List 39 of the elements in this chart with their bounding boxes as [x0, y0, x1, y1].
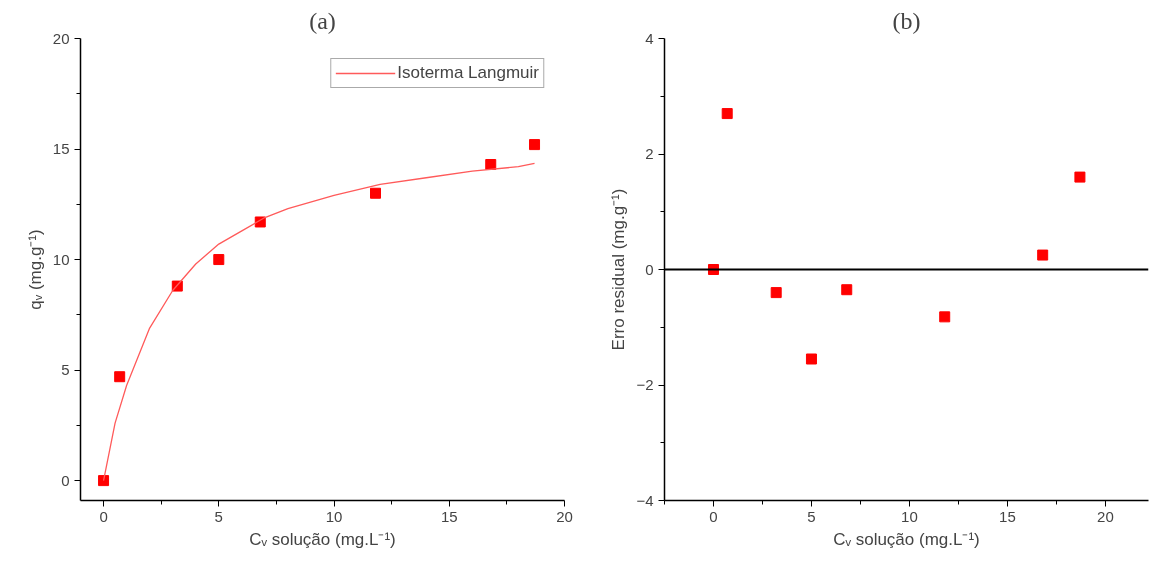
- x-tick-label: 0: [709, 507, 718, 525]
- y-axis-title: qᵥ (mg.g⁻¹): [25, 229, 45, 310]
- x-axis-title: Cᵥ solução (mg.L⁻¹): [249, 529, 396, 549]
- point: [841, 284, 853, 296]
- chart-title: (b): [892, 7, 921, 34]
- y-tick-label: 0: [645, 260, 654, 278]
- point: [370, 187, 382, 199]
- point: [1074, 171, 1086, 183]
- x-tick-label: 10: [325, 507, 343, 525]
- chart-title: (a): [309, 7, 336, 34]
- point: [770, 287, 782, 299]
- x-tick-label: 5: [214, 507, 223, 525]
- y-tick-label: 5: [61, 361, 70, 379]
- point: [529, 139, 541, 151]
- y-tick-label: 2: [645, 145, 654, 162]
- point: [213, 254, 225, 266]
- legend-label: Isoterma Langmuir: [397, 63, 539, 83]
- point: [939, 311, 951, 323]
- y-tick-label: 20: [52, 29, 70, 47]
- y-tick-label: 0: [61, 471, 70, 489]
- point: [1037, 249, 1049, 261]
- y-tick-label: 15: [52, 140, 70, 158]
- x-axis-title: Cᵥ solução (mg.L⁻¹): [833, 529, 980, 549]
- x-tick-label: 20: [1097, 507, 1114, 525]
- x-tick-label: 15: [440, 507, 458, 525]
- x-tick-label: 10: [901, 507, 918, 525]
- x-tick-label: 20: [556, 507, 573, 525]
- x-tick-label: 0: [99, 507, 108, 525]
- point: [114, 371, 126, 383]
- y-tick-label: 10: [52, 250, 70, 268]
- point: [721, 108, 733, 120]
- y-tick-label: −2: [636, 376, 654, 393]
- x-tick-label: 5: [807, 507, 816, 525]
- point: [98, 475, 110, 487]
- point: [805, 353, 817, 365]
- y-tick-label: −4: [636, 491, 654, 509]
- y-axis-title: Erro residual (mg.g⁻¹): [609, 188, 629, 351]
- x-tick-label: 15: [999, 507, 1016, 525]
- y-tick-label: 4: [645, 29, 654, 47]
